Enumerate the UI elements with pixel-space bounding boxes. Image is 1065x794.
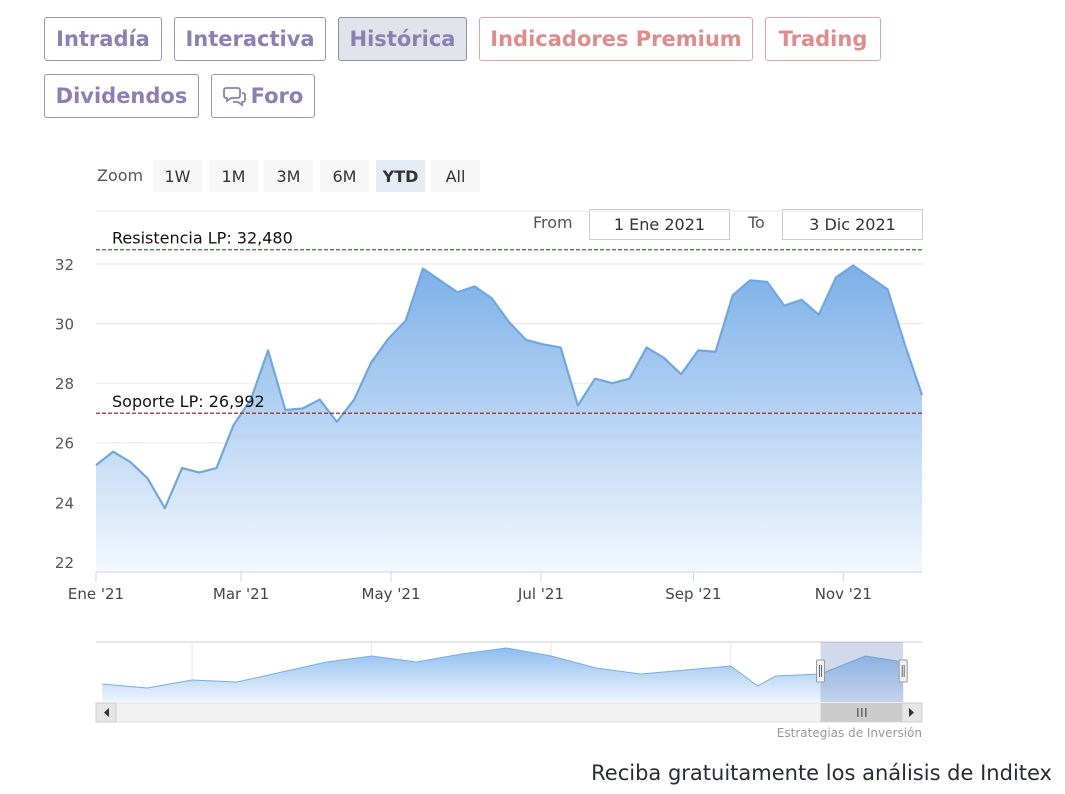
from-label: From bbox=[533, 213, 573, 232]
zoom-button[interactable]: YTD bbox=[376, 160, 425, 192]
tab[interactable]: Trading bbox=[765, 17, 881, 61]
scrollbar-right-button bbox=[901, 702, 923, 723]
x-tick-label: Sep '21 bbox=[665, 585, 721, 603]
tab[interactable]: Dividendos bbox=[44, 74, 199, 118]
x-tick-label: May '21 bbox=[362, 585, 421, 603]
forum-icon bbox=[222, 87, 246, 107]
scrollbar-grip bbox=[857, 708, 867, 717]
scrollbar-thumb bbox=[820, 703, 904, 722]
zoom-button[interactable]: 6M bbox=[320, 160, 369, 192]
navigator-tick-label: 2018 bbox=[556, 682, 594, 700]
zoom-button[interactable]: 1W bbox=[153, 160, 202, 192]
navigator-handle bbox=[816, 659, 826, 683]
x-tick-label: Ene '21 bbox=[68, 585, 124, 603]
tab-label: Foro bbox=[250, 84, 304, 108]
navigator-tick-label: 2020 bbox=[736, 682, 774, 700]
tab[interactable]: Intradía bbox=[44, 17, 162, 61]
y-tick-label: 30 bbox=[55, 316, 74, 334]
scrollbar-left-button bbox=[95, 702, 117, 723]
y-tick-label: 24 bbox=[55, 494, 74, 512]
y-tick-label: 22 bbox=[55, 554, 74, 572]
level-label: Soporte LP: 26,992 bbox=[112, 392, 265, 411]
y-tick-label: 32 bbox=[55, 256, 74, 274]
zoom-button[interactable]: 1M bbox=[209, 160, 258, 192]
from-input[interactable]: 1 Ene 2021 bbox=[589, 209, 730, 240]
navigator-tick-label: 2014 bbox=[197, 682, 235, 700]
y-tick-label: 28 bbox=[55, 375, 74, 393]
scrollbar-right-arrow bbox=[909, 708, 914, 717]
tab[interactable]: Interactiva bbox=[174, 17, 326, 61]
zoom-label: Zoom bbox=[97, 166, 144, 185]
scrollbar-left-arrow bbox=[104, 708, 109, 717]
x-tick-label: Nov '21 bbox=[815, 585, 872, 603]
tab[interactable]: Foro bbox=[211, 74, 315, 118]
price-line bbox=[95, 264, 924, 510]
tab[interactable]: Indicadores Premium bbox=[479, 17, 753, 61]
navigator-selection bbox=[820, 642, 904, 702]
to-label: To bbox=[748, 213, 765, 232]
zoom-button[interactable]: All bbox=[431, 160, 480, 192]
to-input[interactable]: 3 Dic 2021 bbox=[782, 209, 923, 240]
x-tick-label: Mar '21 bbox=[213, 585, 269, 603]
area bbox=[96, 265, 922, 572]
tab[interactable]: Histórica bbox=[338, 17, 467, 61]
footer-text: Reciba gratuitamente los análisis de Ind… bbox=[591, 761, 1052, 785]
x-tick-label: Jul '21 bbox=[517, 585, 564, 603]
y-tick-label: 26 bbox=[55, 435, 74, 453]
navigator-handle bbox=[898, 659, 908, 683]
credit: Estrategias de Inversión bbox=[777, 726, 922, 740]
navigator-line bbox=[102, 647, 904, 689]
navigator-tick-label: 2016 bbox=[377, 682, 415, 700]
scrollbar-track bbox=[95, 702, 923, 723]
navigator-area bbox=[102, 648, 904, 702]
level-label: Resistencia LP: 32,480 bbox=[112, 229, 293, 248]
zoom-button[interactable]: 3M bbox=[264, 160, 313, 192]
